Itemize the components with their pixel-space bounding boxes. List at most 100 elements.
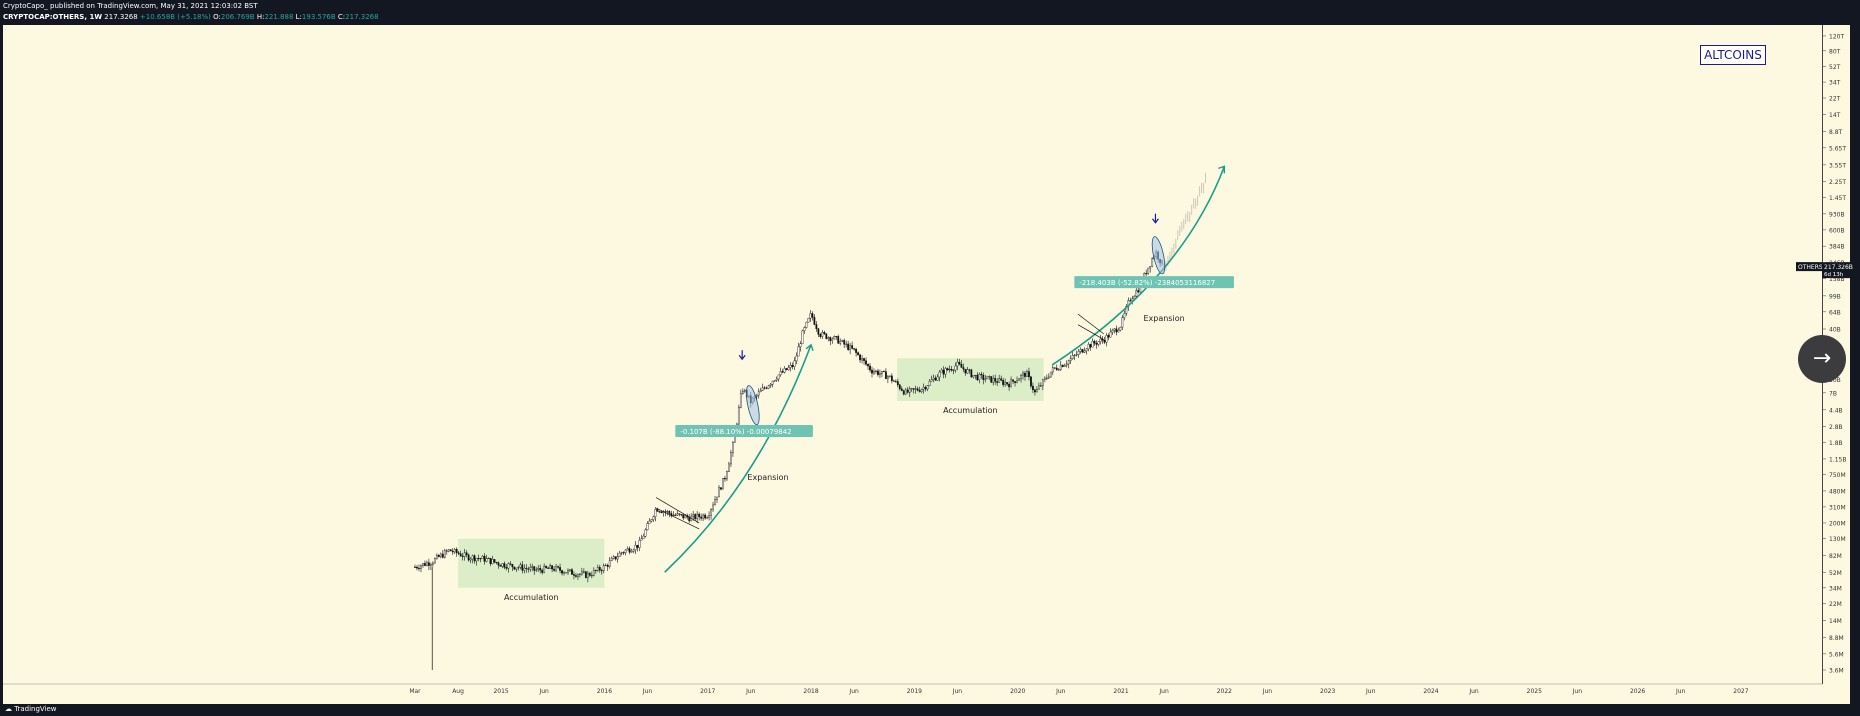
candle-body (1028, 371, 1030, 378)
candle-body (1149, 266, 1152, 269)
candle-body (422, 563, 424, 566)
candle-body (1097, 341, 1100, 345)
candle-body (698, 513, 701, 518)
x-tick-label: Aug (452, 688, 464, 695)
y-tick-label: 34T (1829, 80, 1841, 87)
candle-body (763, 387, 766, 389)
candle-body (890, 375, 893, 382)
candle-body (948, 368, 951, 371)
expansion-curve (664, 344, 812, 573)
y-tick-label: 8.8T (1829, 129, 1843, 136)
candle-body (1137, 290, 1140, 293)
candle-body (946, 368, 949, 371)
last-price: 217.3268 (104, 13, 138, 21)
y-tick-label: 1.15B (1829, 456, 1846, 463)
candle-body (712, 504, 714, 510)
x-tick-label: Jun (1158, 688, 1169, 695)
candle-body (499, 564, 502, 567)
next-arrow-button[interactable]: → (1798, 335, 1846, 383)
candle-body (1034, 389, 1036, 393)
candle-body (807, 318, 810, 323)
down-arrow-icon (1151, 218, 1159, 224)
candle-body (557, 566, 559, 568)
x-tick-label: 2015 (493, 688, 508, 695)
candle-body (896, 381, 899, 386)
candle-body (1018, 378, 1020, 381)
y-tick-label: 930B (1829, 211, 1845, 218)
x-tick-label: Jun (1055, 688, 1066, 695)
candle-body (1079, 349, 1082, 352)
y-tick-label: 82M (1829, 553, 1842, 560)
candle-body (910, 388, 913, 390)
candle-body (779, 371, 782, 376)
chart-footer: ☁ TradingView (0, 704, 1860, 716)
candle-body (956, 361, 959, 367)
candle-body (821, 332, 824, 337)
y-tick-label: 4.4B (1829, 407, 1843, 414)
candle-body (1063, 364, 1066, 367)
candle-body (1075, 354, 1078, 356)
candle-body (555, 566, 557, 571)
candle-body (978, 373, 981, 381)
y-tick-label: 2.25T (1829, 179, 1846, 186)
candle-body (765, 387, 768, 389)
candle-body (1119, 326, 1122, 331)
candle-body (783, 368, 786, 373)
y-tick-label: 3.6M (1829, 668, 1844, 675)
candle-body (871, 369, 873, 374)
candle-body (569, 569, 571, 571)
candle-body (489, 557, 492, 564)
symbol-label: CRYPTOCAP:OTHERS, 1W (3, 13, 103, 21)
candle-body (900, 388, 903, 391)
y-tick-label: 310M (1829, 504, 1846, 511)
candle-body (718, 487, 720, 498)
x-tick-label: Jun (1365, 688, 1376, 695)
candle-body (980, 373, 983, 376)
accumulation-zone (897, 358, 1044, 401)
candle-body (815, 324, 818, 329)
tradingview-logo: ☁ TradingView (5, 705, 57, 713)
candle-body (622, 552, 625, 554)
candle-body (990, 376, 993, 383)
candle-body (757, 391, 760, 396)
candle-body (582, 571, 585, 573)
symbol-tag-bg (1796, 262, 1822, 272)
candle-body (428, 562, 430, 566)
candle-body (1087, 344, 1090, 350)
candle-body (863, 358, 865, 361)
candle-body (823, 332, 826, 334)
y-tick-label: 10B (1829, 377, 1841, 384)
candle-body (471, 555, 474, 560)
brand-label: TradingView (14, 705, 57, 713)
candle-body (616, 556, 619, 560)
candle-body (827, 337, 830, 339)
x-tick-label: Jun (1572, 688, 1583, 695)
candle-body (817, 328, 820, 335)
candle-body (805, 321, 808, 328)
candle-body (435, 555, 438, 559)
candle-body (726, 471, 728, 480)
y-tick-label: 1.8B (1829, 440, 1843, 447)
candle-body (932, 377, 935, 380)
y-tick-label: 120T (1829, 33, 1844, 40)
candle-body (793, 360, 796, 367)
candle-body (851, 345, 854, 349)
candle-body (606, 564, 609, 567)
candle-body (886, 376, 889, 379)
candle-body (1067, 360, 1070, 365)
candle-body (491, 559, 494, 564)
candle-body (928, 380, 931, 386)
candle-body (1117, 329, 1120, 333)
y-tick-label: 246B (1829, 260, 1845, 267)
candle-body (775, 378, 778, 381)
candle-body (1083, 350, 1086, 353)
candle-body (934, 377, 937, 381)
candle-body (495, 561, 498, 563)
candle-body (414, 566, 416, 568)
y-tick-label: 22T (1829, 96, 1841, 103)
candle-body (575, 575, 577, 577)
candle-body (654, 509, 657, 517)
change-value: +10.658B (+5.18%) (139, 13, 211, 21)
candle-body (418, 567, 420, 569)
candle-body (509, 563, 512, 565)
